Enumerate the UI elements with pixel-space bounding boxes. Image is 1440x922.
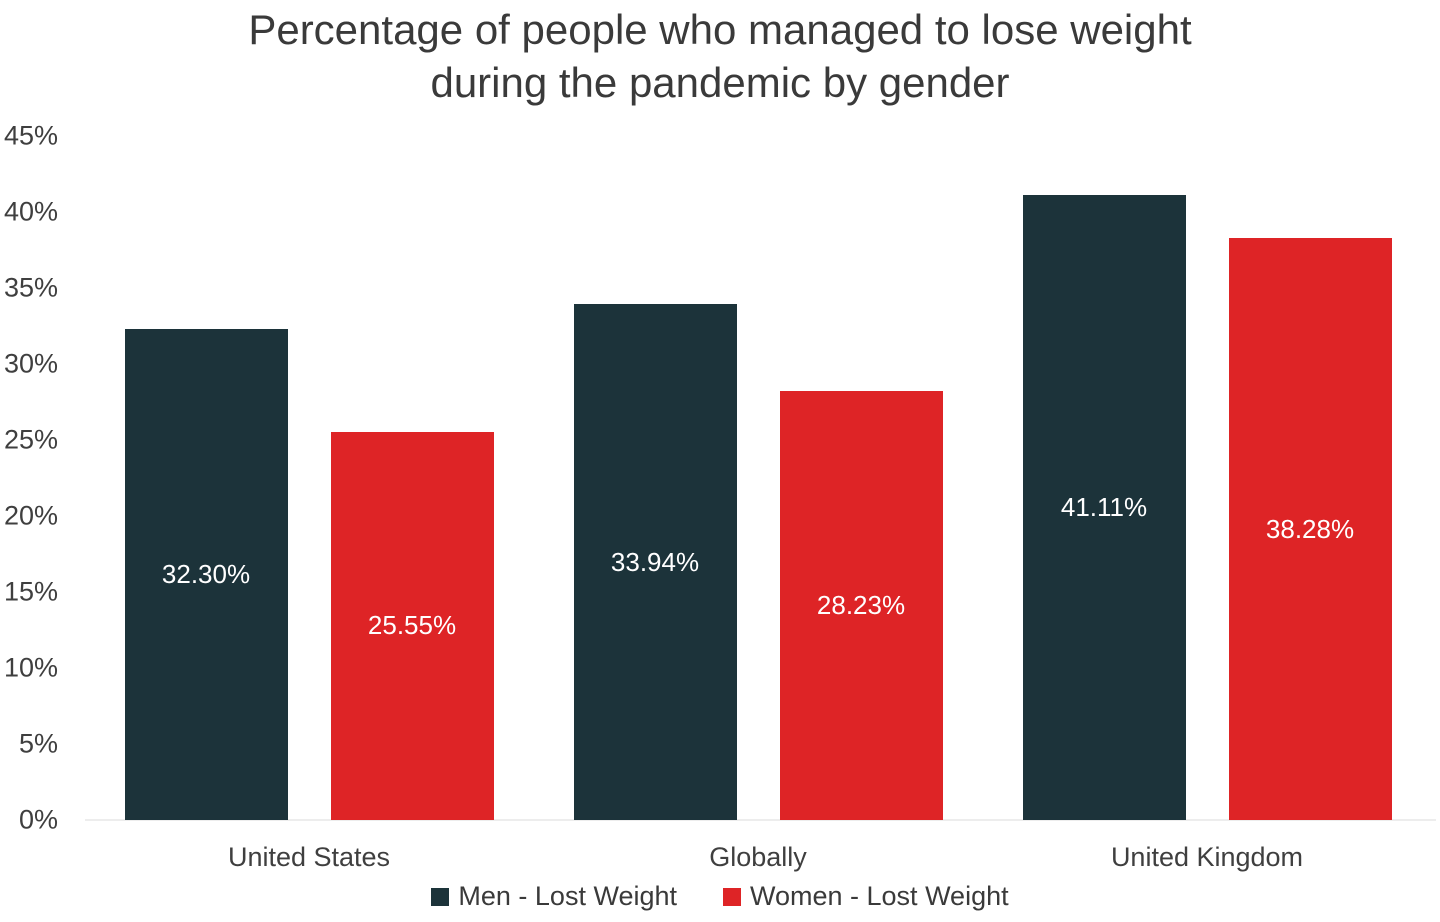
bar-women-globally: 28.23%: [779, 390, 943, 820]
bar-men-united-states: 32.30%: [124, 329, 288, 820]
y-tick-label: 0%: [18, 804, 58, 835]
bar-women-united-states: 25.55%: [330, 431, 494, 820]
y-tick-label: 5%: [18, 728, 58, 759]
y-tick-label: 25%: [3, 424, 58, 455]
bar-women-united-kingdom: 38.28%: [1228, 238, 1392, 820]
bar-value-label: 38.28%: [1265, 513, 1355, 544]
x-axis-label: United States: [227, 842, 391, 872]
legend-item: Women - Lost Weight: [723, 881, 1009, 912]
legend-label: Men - Lost Weight: [458, 881, 677, 911]
bar-value-label: 32.30%: [161, 559, 251, 589]
chart-title: Percentage of people who managed to lose…: [248, 6, 1192, 106]
y-tick-label: 45%: [3, 120, 58, 151]
y-tick-label: 15%: [3, 576, 58, 607]
legend-swatch-icon: [431, 887, 450, 906]
y-tick-label: 10%: [3, 652, 58, 683]
bar-value-label: 33.94%: [610, 546, 700, 577]
bar-men-united-kingdom: 41.11%: [1022, 195, 1186, 820]
legend-item: Men - Lost Weight: [431, 881, 677, 912]
y-tick-label: 20%: [3, 500, 58, 531]
y-tick-label: 40%: [3, 196, 58, 227]
y-tick-label: 30%: [3, 348, 58, 379]
bar-value-label: 25.55%: [367, 610, 457, 641]
legend-swatch-icon: [723, 887, 741, 906]
bar-value-label: 28.23%: [816, 589, 906, 620]
x-axis-label: Globally: [709, 842, 807, 872]
bar-men-globally: 33.94%: [573, 304, 737, 820]
x-axis-line: [85, 819, 1436, 821]
bar-value-label: 41.11%: [1060, 492, 1148, 523]
legend: Men - Lost Weight Women - Lost Weight: [0, 881, 1440, 912]
y-tick-label: 35%: [3, 272, 58, 303]
legend-label: Women - Lost Weight: [750, 881, 1009, 911]
x-axis-label: United Kingdom: [1110, 842, 1304, 872]
